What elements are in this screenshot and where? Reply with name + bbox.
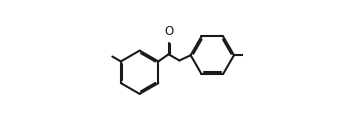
Text: O: O [164,25,173,38]
